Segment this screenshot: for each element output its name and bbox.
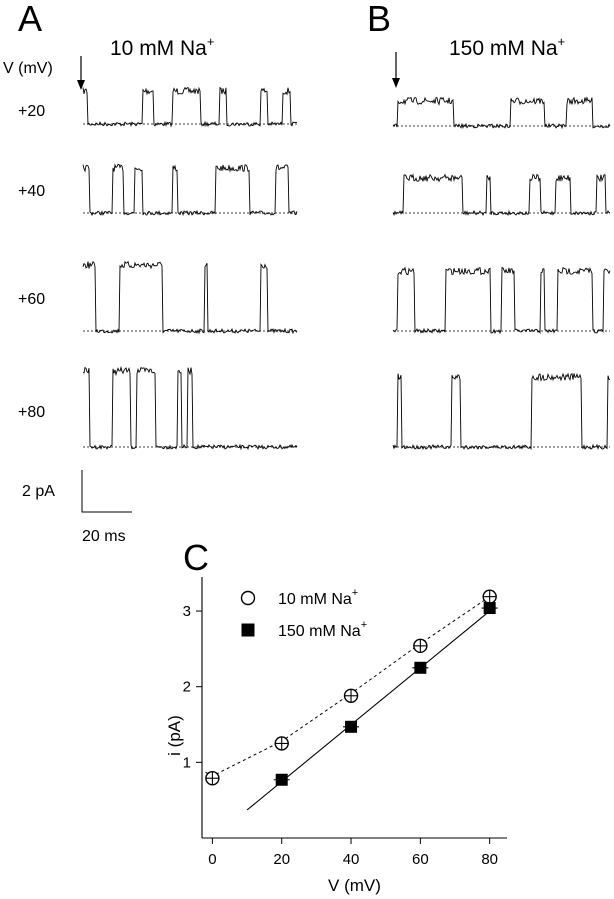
data-point-filled-square [275, 773, 288, 786]
voltage-label-60: +60 [18, 291, 45, 308]
current-trace [392, 372, 611, 451]
current-trace [82, 163, 298, 217]
current-trace [82, 365, 298, 451]
panel-a-letter: A [18, 0, 42, 39]
voltage-axis-label: V (mV) [3, 60, 53, 77]
current-trace [392, 96, 611, 130]
panel-b-condition: 150 mM Na+ [449, 34, 565, 60]
y-tick-label: 3 [183, 603, 191, 620]
iv-chart: 0 20 40 60 80 1 2 3 V (mV) i (pA) 10 mM Na+ 150 mM … [165, 577, 507, 895]
y-axis-label: i (pA) [165, 715, 184, 756]
voltage-label-20: +20 [18, 103, 45, 120]
voltage-label-80: +80 [18, 404, 45, 421]
current-trace [82, 260, 298, 335]
x-tick-label: 20 [273, 851, 290, 868]
y-tick-label: 2 [183, 679, 191, 696]
current-trace [82, 86, 298, 128]
current-trace [392, 266, 611, 335]
x-axis-label: V (mV) [328, 876, 381, 895]
legend-label-series-1: 10 mM Na+ [278, 587, 358, 608]
legend-marker-open-circle [240, 590, 256, 606]
data-point-filled-square [483, 602, 496, 615]
data-point-filled-square [345, 720, 358, 733]
arrow-icon [77, 56, 85, 90]
x-tick-label: 40 [343, 851, 360, 868]
scale-bar [81, 470, 132, 513]
current-trace [392, 173, 611, 217]
x-tick-label: 60 [412, 851, 429, 868]
panel-b-letter: B [367, 0, 391, 39]
scale-bar-time-label: 20 ms [82, 528, 126, 545]
legend-label-series-2: 150 mM Na+ [278, 619, 367, 640]
single-channel-traces [82, 86, 611, 451]
arrow-icon [392, 52, 400, 88]
panel-a-condition: 10 mM Na+ [110, 34, 214, 60]
y-tick-label: 1 [183, 754, 191, 771]
data-point-filled-square [414, 661, 427, 674]
voltage-label-40: +40 [18, 183, 45, 200]
x-tick-label: 0 [208, 851, 216, 868]
panel-c-letter: C [183, 537, 209, 578]
scale-bar-current-label: 2 pA [22, 483, 55, 500]
legend-marker-filled-square [241, 623, 255, 637]
x-tick-label: 80 [481, 851, 498, 868]
